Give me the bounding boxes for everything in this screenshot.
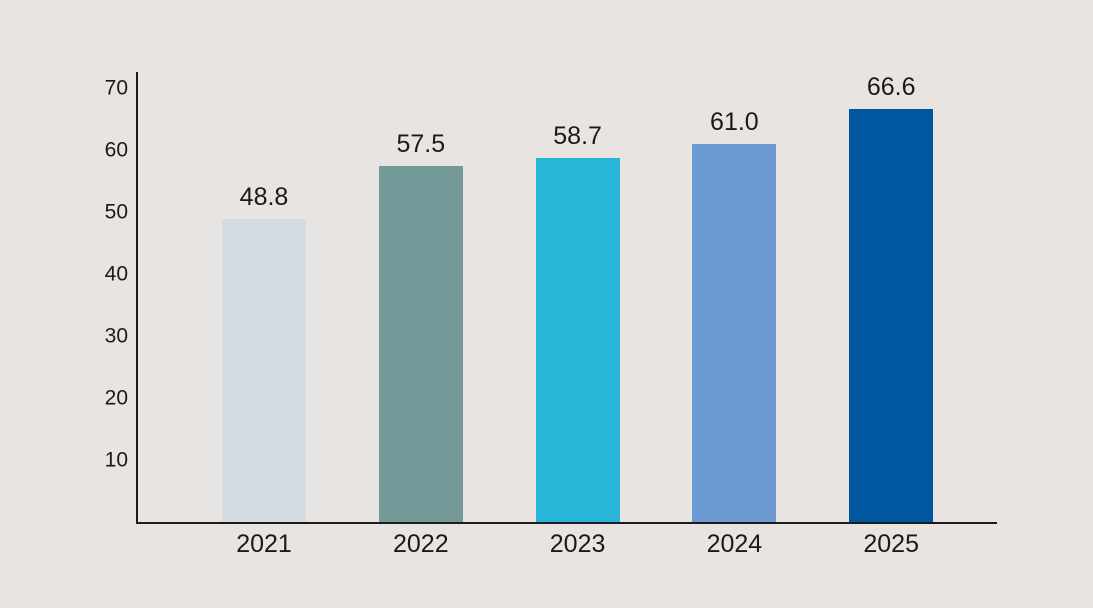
- y-tick-label: 70: [104, 76, 128, 100]
- y-tick-label: 60: [104, 138, 128, 162]
- bar-value-label: 66.6: [866, 73, 916, 102]
- y-tick-label: 40: [104, 262, 128, 286]
- y-tick-label: 50: [104, 200, 128, 224]
- y-tick-label: 30: [104, 324, 128, 348]
- bar-2025: [849, 109, 934, 522]
- bar-value-label: 48.8: [239, 183, 289, 212]
- x-axis-line: [136, 522, 997, 524]
- bar-2023: [535, 158, 620, 522]
- y-axis-line: [136, 72, 138, 524]
- x-category-label: 2025: [863, 530, 919, 558]
- bar-value-label: 57.5: [396, 129, 446, 158]
- bar-value-label: 61.0: [710, 107, 759, 136]
- bar-value-label: 58.7: [553, 122, 602, 151]
- x-category-label: 2021: [236, 530, 292, 558]
- y-tick-label: 20: [104, 386, 128, 410]
- y-tick-label: 10: [104, 448, 128, 472]
- bar-2021: [222, 219, 306, 522]
- x-category-label: 2023: [549, 530, 606, 558]
- bar-2024: [692, 143, 777, 522]
- x-category-label: 2024: [706, 530, 763, 558]
- bar-2022: [378, 165, 463, 522]
- x-category-label: 2022: [392, 530, 449, 558]
